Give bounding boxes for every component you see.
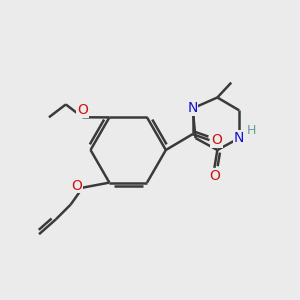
Text: O: O xyxy=(71,179,82,193)
Text: O: O xyxy=(209,169,220,183)
Text: N: N xyxy=(188,101,198,116)
Text: H: H xyxy=(246,124,256,137)
Text: O: O xyxy=(77,103,88,117)
Text: O: O xyxy=(211,133,222,147)
Text: N: N xyxy=(234,131,244,145)
